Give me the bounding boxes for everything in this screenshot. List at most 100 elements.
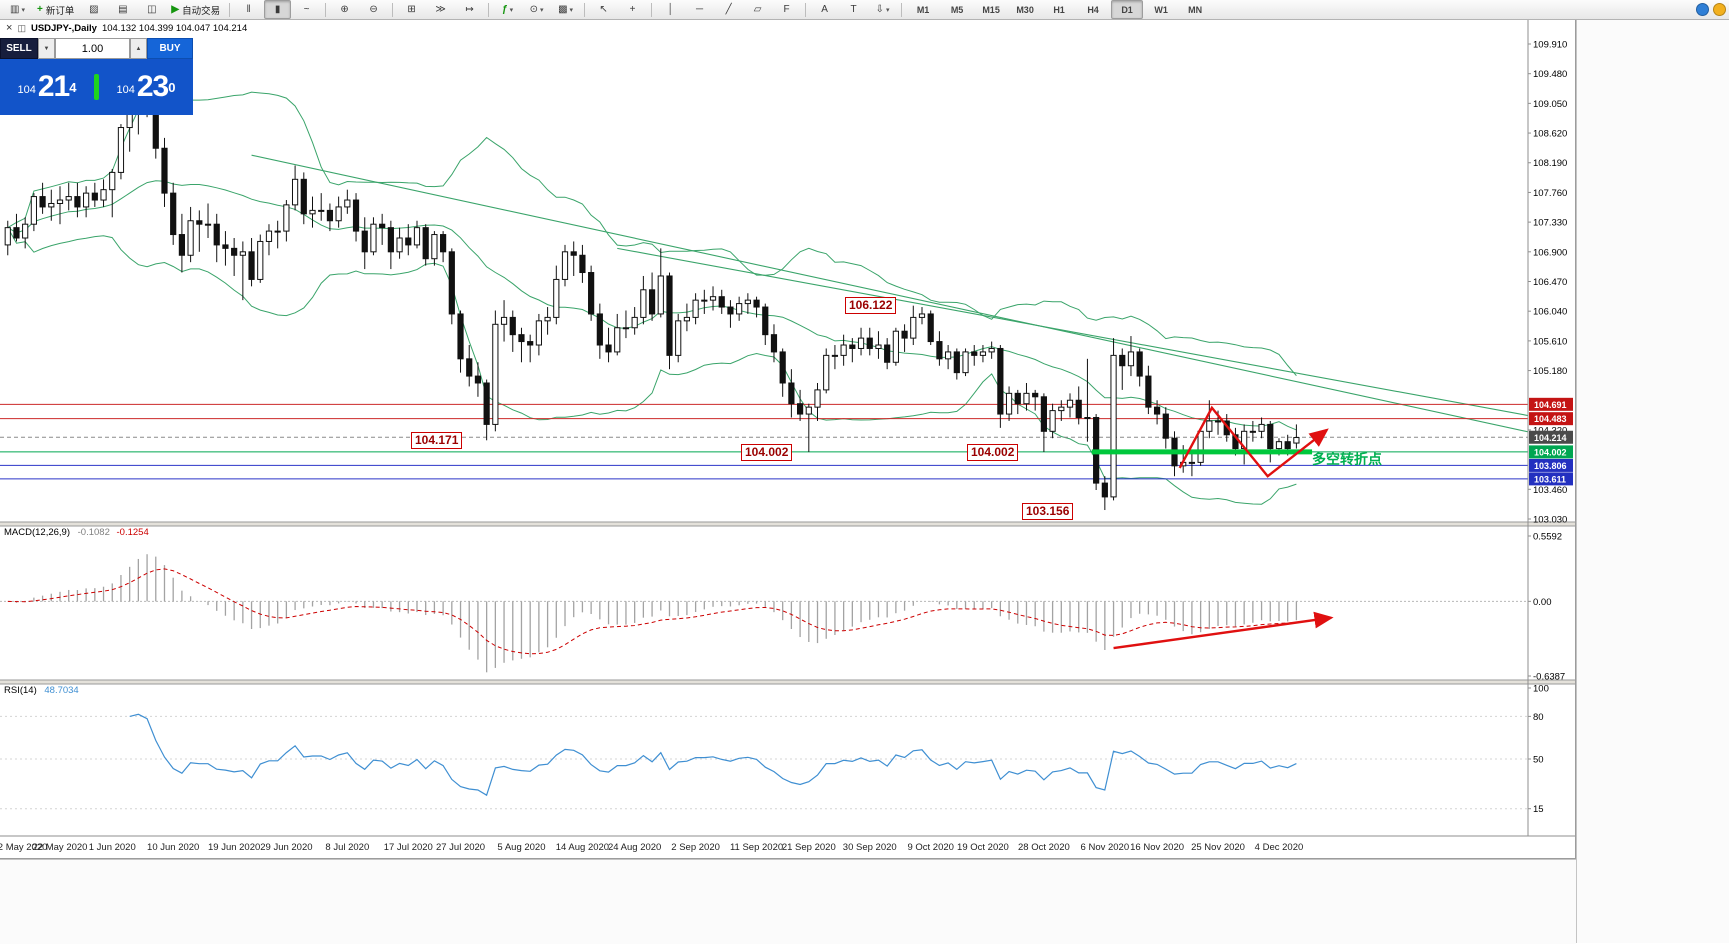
chart-canvas[interactable]: 109.910109.480109.050108.620108.190107.7… <box>0 20 1575 858</box>
bar-chart-button[interactable]: ‖ <box>235 0 262 19</box>
svg-text:21 Sep 2020: 21 Sep 2020 <box>782 842 836 853</box>
svg-text:108.190: 108.190 <box>1533 158 1567 169</box>
cursor-button[interactable]: ↖ <box>590 0 617 19</box>
toolbar-separator <box>229 3 230 17</box>
autotrading-button[interactable]: ▶自动交易 <box>167 0 224 19</box>
market-watch-button[interactable]: ▨ <box>80 0 107 19</box>
volume-up-button[interactable]: ▲ <box>130 38 147 59</box>
autotrading-icon: ▶ <box>171 5 179 15</box>
tile-windows-icon: ⊞ <box>407 5 415 15</box>
vertical-line-icon: │ <box>667 5 673 15</box>
connection-status-icon[interactable] <box>1696 3 1709 16</box>
horizontal-line-icon: ─ <box>696 5 703 15</box>
svg-text:15: 15 <box>1533 804 1544 815</box>
auto-scroll-button[interactable]: ≫ <box>427 0 454 19</box>
line-chart-button[interactable]: ~ <box>293 0 320 19</box>
svg-text:11 Sep 2020: 11 Sep 2020 <box>730 842 783 853</box>
price-callout: 106.122 <box>845 297 896 314</box>
vertical-line-button[interactable]: │ <box>657 0 684 19</box>
svg-text:19 Jun 2020: 19 Jun 2020 <box>208 842 260 853</box>
data-window-button[interactable]: ▤ <box>109 0 136 19</box>
indicators-button[interactable]: ƒ▾ <box>494 0 521 19</box>
timeframe-w1-button[interactable]: W1 <box>1145 0 1177 19</box>
svg-text:30 Sep 2020: 30 Sep 2020 <box>843 842 897 853</box>
new-order-icon: + <box>37 5 43 15</box>
volume-input[interactable] <box>55 38 130 59</box>
svg-text:25 Nov 2020: 25 Nov 2020 <box>1191 842 1245 853</box>
timeframe-m1-button[interactable]: M1 <box>907 0 939 19</box>
macd-indicator-label: MACD(12,26,9) -0.1082 -0.1254 <box>4 527 149 538</box>
channel-button[interactable]: ▱ <box>744 0 771 19</box>
trendline-button[interactable]: ╱ <box>715 0 742 19</box>
timeframe-m5-button[interactable]: M5 <box>941 0 973 19</box>
news-status-icon[interactable] <box>1713 3 1726 16</box>
arrows-button[interactable]: ⇩▾ <box>869 0 896 19</box>
svg-text:104.002: 104.002 <box>1534 447 1567 457</box>
rsi-value: 48.7034 <box>44 685 78 696</box>
new-order-button[interactable]: +新订单 <box>33 0 78 19</box>
zoom-out-button[interactable]: ⊖ <box>360 0 387 19</box>
svg-text:8 Jul 2020: 8 Jul 2020 <box>325 842 369 853</box>
macd-signal-value: -0.1254 <box>117 527 149 538</box>
templates-button[interactable]: ▩▾ <box>552 0 579 19</box>
svg-text:107.760: 107.760 <box>1533 188 1567 199</box>
new-chart-icon: ▥ <box>10 5 19 15</box>
candlestick-chart-button[interactable]: ▮ <box>264 0 291 19</box>
text-label-button[interactable]: T <box>840 0 867 19</box>
rsi-label: RSI(14) <box>4 685 37 696</box>
navigator-button[interactable]: ◫ <box>138 0 165 19</box>
chevron-down-icon: ▾ <box>570 6 574 14</box>
svg-text:109.050: 109.050 <box>1533 99 1567 110</box>
svg-text:17 Jul 2020: 17 Jul 2020 <box>384 842 433 853</box>
svg-text:104.214: 104.214 <box>1534 433 1567 443</box>
fibonacci-button[interactable]: F <box>773 0 800 19</box>
zoom-out-icon: ⊖ <box>369 5 377 15</box>
svg-text:1 Jun 2020: 1 Jun 2020 <box>89 842 136 853</box>
new-chart-button[interactable]: ▥▾ <box>4 0 31 19</box>
indicators-icon: ƒ <box>502 5 508 15</box>
svg-text:104.691: 104.691 <box>1534 400 1567 410</box>
timeframe-d1-button[interactable]: D1 <box>1111 0 1143 19</box>
text-button[interactable]: A <box>811 0 838 19</box>
periods-icon: ⊙ <box>530 5 538 15</box>
price-callout: 104.171 <box>411 432 462 449</box>
svg-text:80: 80 <box>1533 712 1544 723</box>
ask-pip-digit: 0 <box>168 80 175 95</box>
volume-down-button[interactable]: ▼ <box>38 38 55 59</box>
timeframe-h1-button[interactable]: H1 <box>1043 0 1075 19</box>
crosshair-button[interactable]: + <box>619 0 646 19</box>
timeframe-h4-button[interactable]: H4 <box>1077 0 1109 19</box>
templates-icon: ▩ <box>558 5 567 15</box>
candlestick-chart-icon: ▮ <box>275 5 281 15</box>
periods-button[interactable]: ⊙▾ <box>523 0 550 19</box>
buy-button[interactable]: BUY <box>147 38 193 59</box>
close-icon[interactable]: × <box>6 23 12 34</box>
ohlc-values: 104.132 104.399 104.047 104.214 <box>102 23 247 34</box>
horizontal-line-button[interactable]: ─ <box>686 0 713 19</box>
ask-prefix: 104 <box>117 84 135 96</box>
toolbar-separator <box>901 3 902 17</box>
chart-shift-button[interactable]: ↦ <box>456 0 483 19</box>
price-callout: 103.156 <box>1022 503 1073 520</box>
tile-windows-button[interactable]: ⊞ <box>398 0 425 19</box>
data-window-icon: ▤ <box>118 5 127 15</box>
svg-text:106.470: 106.470 <box>1533 277 1567 288</box>
timeframe-mn-button[interactable]: MN <box>1179 0 1211 19</box>
ask-quote[interactable]: 104 23 0 <box>99 72 193 102</box>
timeframe-m30-button[interactable]: M30 <box>1009 0 1041 19</box>
bid-quote[interactable]: 104 21 4 <box>0 72 94 102</box>
svg-text:103.806: 103.806 <box>1534 461 1567 471</box>
svg-text:106.900: 106.900 <box>1533 247 1567 258</box>
zoom-in-button[interactable]: ⊕ <box>331 0 358 19</box>
bid-pip-digit: 4 <box>69 80 76 95</box>
sell-button[interactable]: SELL <box>0 38 38 59</box>
toolbar-separator <box>325 3 326 17</box>
macd-value: -0.1082 <box>78 527 110 538</box>
timeframe-m15-button[interactable]: M15 <box>975 0 1007 19</box>
chart-shift-icon: ↦ <box>465 5 473 15</box>
svg-text:106.040: 106.040 <box>1533 307 1567 318</box>
